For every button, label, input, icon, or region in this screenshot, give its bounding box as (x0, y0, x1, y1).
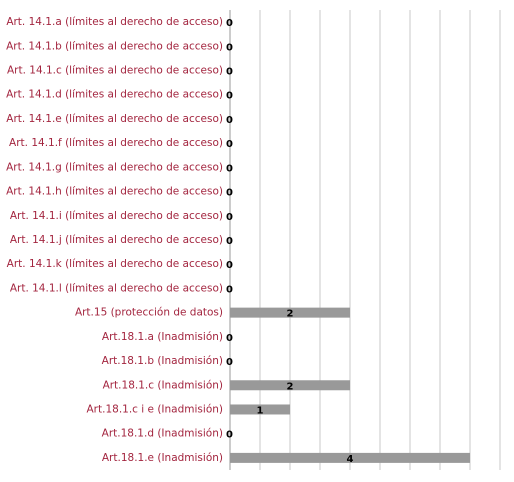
category-label: Art. 14.1.b (límites al derecho de acces… (6, 40, 223, 52)
category-label: Art. 14.1.g (límites al derecho de acces… (6, 161, 223, 173)
bar (230, 404, 290, 415)
category-label: Art. 14.1.c (límites al derecho de acces… (7, 65, 223, 77)
category-label: Art. 14.1.h (límites al derecho de acces… (6, 186, 223, 198)
category-label: Art. 14.1.a (límites al derecho de acces… (6, 16, 223, 28)
category-label: Art.18.1.c (Inadmisión) (103, 379, 223, 391)
bar (230, 380, 350, 391)
bar (230, 307, 350, 318)
value-label: 0 (226, 284, 233, 295)
value-label: 0 (226, 42, 233, 53)
value-label: 2 (287, 381, 294, 392)
category-label: Art. 14.1.i (límites al derecho de acces… (10, 210, 223, 222)
value-label: 0 (226, 18, 233, 29)
value-label: 0 (226, 163, 233, 174)
category-label: Art. 14.1.d (límites al derecho de acces… (6, 89, 223, 101)
value-label: 4 (347, 454, 354, 465)
category-label: Art. 14.1.j (límites al derecho de acces… (10, 234, 223, 246)
value-label: 0 (226, 430, 233, 441)
category-label: Art. 14.1.f (límites al derecho de acces… (9, 137, 223, 149)
value-label: 1 (257, 405, 264, 416)
category-label: Art.15 (protección de datos) (75, 307, 223, 319)
value-label: 2 (287, 309, 294, 320)
category-label: Art.18.1.c i e (Inadmisión) (87, 403, 224, 415)
value-label: 0 (226, 91, 233, 102)
value-label: 0 (226, 67, 233, 78)
bar (230, 452, 470, 463)
category-label: Art.18.1.a (Inadmisión) (102, 331, 223, 343)
category-label: Art. 14.1.k (límites al derecho de acces… (7, 258, 223, 270)
value-label: 0 (226, 188, 233, 199)
value-label: 0 (226, 139, 233, 150)
value-label: 0 (226, 333, 233, 344)
value-label: 0 (226, 115, 233, 126)
value-label: 0 (226, 212, 233, 223)
value-label: 0 (226, 357, 233, 368)
category-label: Art.18.1.d (Inadmisión) (102, 428, 223, 440)
category-label: Art.18.1.b (Inadmisión) (102, 355, 223, 367)
category-label: Art. 14.1.l (límites al derecho de acces… (10, 282, 223, 294)
category-label: Art.18.1.e (Inadmisión) (102, 452, 223, 464)
category-label: Art. 14.1.e (límites al derecho de acces… (6, 113, 223, 125)
value-label: 0 (226, 260, 233, 271)
value-label: 0 (226, 236, 233, 247)
